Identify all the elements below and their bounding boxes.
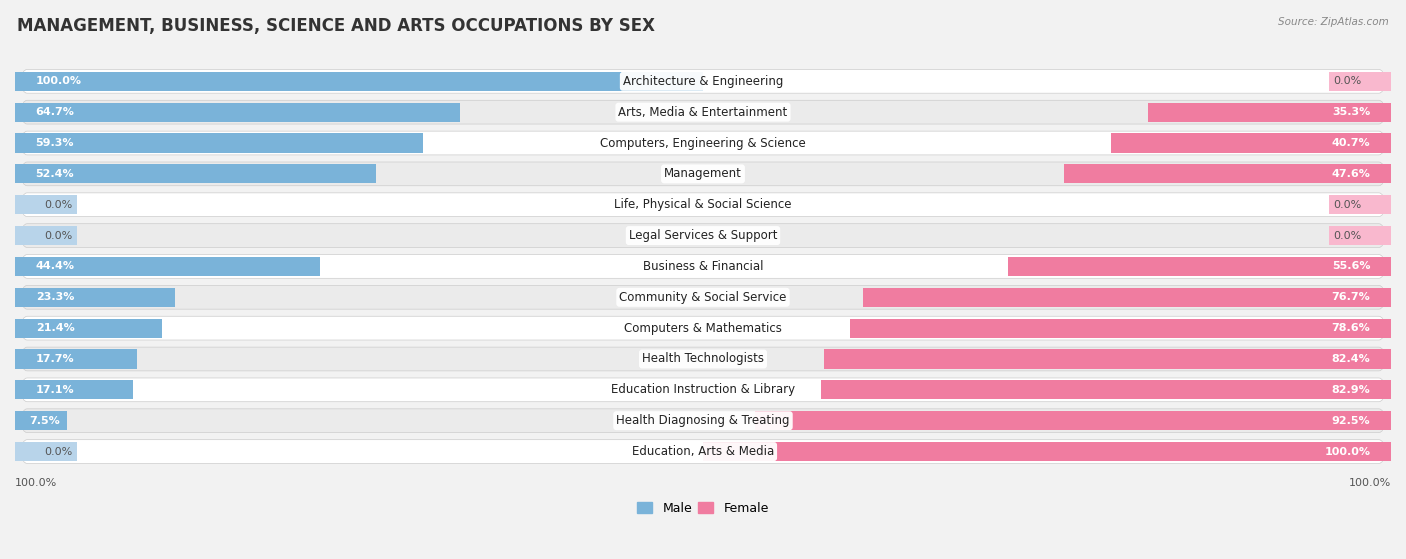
Text: 35.3%: 35.3% <box>1331 107 1371 117</box>
FancyBboxPatch shape <box>21 347 1385 371</box>
Bar <box>15 226 77 245</box>
Text: 7.5%: 7.5% <box>30 416 59 426</box>
Text: Health Diagnosing & Treating: Health Diagnosing & Treating <box>616 414 790 427</box>
Bar <box>15 103 460 122</box>
FancyBboxPatch shape <box>21 440 1385 463</box>
FancyBboxPatch shape <box>21 69 1385 93</box>
Text: 44.4%: 44.4% <box>35 262 75 272</box>
FancyBboxPatch shape <box>21 316 1385 340</box>
Bar <box>755 411 1391 430</box>
FancyBboxPatch shape <box>21 224 1385 248</box>
Bar <box>15 164 375 183</box>
Text: Life, Physical & Social Science: Life, Physical & Social Science <box>614 198 792 211</box>
FancyBboxPatch shape <box>21 254 1385 278</box>
Text: 82.4%: 82.4% <box>1331 354 1371 364</box>
Text: 17.1%: 17.1% <box>35 385 75 395</box>
Text: 52.4%: 52.4% <box>35 169 75 179</box>
Bar <box>15 411 66 430</box>
Text: 47.6%: 47.6% <box>1331 169 1371 179</box>
Text: 100.0%: 100.0% <box>15 478 58 488</box>
Text: Computers, Engineering & Science: Computers, Engineering & Science <box>600 136 806 149</box>
Text: Business & Financial: Business & Financial <box>643 260 763 273</box>
Text: 82.9%: 82.9% <box>1331 385 1371 395</box>
Text: 0.0%: 0.0% <box>45 200 73 210</box>
Text: Community & Social Service: Community & Social Service <box>619 291 787 304</box>
Text: 59.3%: 59.3% <box>35 138 75 148</box>
Text: 0.0%: 0.0% <box>45 230 73 240</box>
FancyBboxPatch shape <box>21 286 1385 309</box>
Bar <box>821 380 1391 400</box>
FancyBboxPatch shape <box>21 131 1385 155</box>
Text: 100.0%: 100.0% <box>1348 478 1391 488</box>
Bar <box>1149 103 1391 122</box>
Bar <box>15 72 703 91</box>
Text: Legal Services & Support: Legal Services & Support <box>628 229 778 242</box>
Bar <box>851 319 1391 338</box>
Bar <box>15 195 77 214</box>
Text: 0.0%: 0.0% <box>1333 200 1361 210</box>
Text: 23.3%: 23.3% <box>35 292 75 302</box>
Bar <box>863 288 1391 307</box>
Text: MANAGEMENT, BUSINESS, SCIENCE AND ARTS OCCUPATIONS BY SEX: MANAGEMENT, BUSINESS, SCIENCE AND ARTS O… <box>17 17 655 35</box>
Bar <box>703 442 1391 461</box>
Text: 40.7%: 40.7% <box>1331 138 1371 148</box>
Text: 92.5%: 92.5% <box>1331 416 1371 426</box>
Legend: Male, Female: Male, Female <box>633 497 773 520</box>
Text: 0.0%: 0.0% <box>1333 77 1361 86</box>
Bar <box>1111 134 1391 153</box>
Bar <box>1329 226 1391 245</box>
Text: Education Instruction & Library: Education Instruction & Library <box>612 383 794 396</box>
Text: Computers & Mathematics: Computers & Mathematics <box>624 321 782 335</box>
Bar <box>824 349 1391 368</box>
Text: 0.0%: 0.0% <box>1333 230 1361 240</box>
Bar <box>15 319 162 338</box>
Text: 100.0%: 100.0% <box>1324 447 1371 457</box>
Text: 76.7%: 76.7% <box>1331 292 1371 302</box>
Bar <box>1063 164 1391 183</box>
FancyBboxPatch shape <box>21 162 1385 186</box>
Bar <box>1008 257 1391 276</box>
Bar <box>1329 195 1391 214</box>
Text: 0.0%: 0.0% <box>45 447 73 457</box>
Text: Source: ZipAtlas.com: Source: ZipAtlas.com <box>1278 17 1389 27</box>
Text: 17.7%: 17.7% <box>35 354 75 364</box>
FancyBboxPatch shape <box>21 193 1385 216</box>
Bar <box>15 134 423 153</box>
Text: Arts, Media & Entertainment: Arts, Media & Entertainment <box>619 106 787 119</box>
Bar <box>15 257 321 276</box>
Bar <box>15 288 176 307</box>
Bar <box>1329 72 1391 91</box>
Text: Health Technologists: Health Technologists <box>643 353 763 366</box>
Bar <box>15 380 132 400</box>
Text: 64.7%: 64.7% <box>35 107 75 117</box>
Text: Management: Management <box>664 167 742 181</box>
Text: Architecture & Engineering: Architecture & Engineering <box>623 75 783 88</box>
Text: 21.4%: 21.4% <box>35 323 75 333</box>
FancyBboxPatch shape <box>21 100 1385 124</box>
FancyBboxPatch shape <box>21 378 1385 402</box>
Bar <box>15 349 136 368</box>
Text: 78.6%: 78.6% <box>1331 323 1371 333</box>
Text: 55.6%: 55.6% <box>1331 262 1371 272</box>
FancyBboxPatch shape <box>21 409 1385 433</box>
Text: 100.0%: 100.0% <box>35 77 82 86</box>
Bar <box>15 442 77 461</box>
Text: Education, Arts & Media: Education, Arts & Media <box>631 445 775 458</box>
